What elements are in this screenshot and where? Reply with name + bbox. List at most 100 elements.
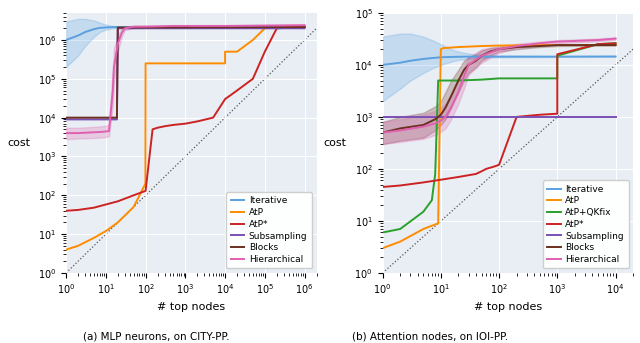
Iterative <box>477 55 485 59</box>
AtP* <box>193 119 201 123</box>
AtP+QKfix <box>454 79 462 83</box>
AtP* <box>379 185 387 189</box>
AtP* <box>490 165 497 169</box>
AtP <box>495 44 503 48</box>
Hierarchical <box>437 119 445 123</box>
X-axis label: # top nodes: # top nodes <box>474 302 542 312</box>
AtP+QKfix <box>431 172 439 176</box>
AtP+QKfix <box>554 54 561 58</box>
Legend: Iterative, AtP, AtP+QKfix, AtP*, Subsampling, Blocks, Hierarchical: Iterative, AtP, AtP+QKfix, AtP*, Subsamp… <box>543 180 628 269</box>
AtP* <box>513 115 520 119</box>
Blocks <box>594 43 602 47</box>
Hierarchical <box>105 129 113 133</box>
Line: Hierarchical: Hierarchical <box>383 39 616 132</box>
Hierarchical <box>442 115 449 119</box>
Subsampling <box>90 117 98 121</box>
Blocks <box>62 116 70 120</box>
AtP <box>90 236 98 240</box>
AtP+QKfix <box>594 42 602 46</box>
AtP <box>170 61 177 66</box>
AtP+QKfix <box>495 76 503 81</box>
AtP* <box>130 193 138 197</box>
Hierarchical <box>477 54 485 58</box>
AtP <box>612 43 620 47</box>
AtP* <box>221 97 229 101</box>
X-axis label: # top nodes: # top nodes <box>157 302 225 312</box>
AtP+QKfix <box>477 78 485 82</box>
Hierarchical <box>90 130 98 134</box>
Iterative <box>109 25 116 29</box>
Iterative <box>495 55 503 59</box>
AtP <box>141 61 149 66</box>
Hierarchical <box>114 42 122 46</box>
AtP* <box>554 54 561 58</box>
Hierarchical <box>301 23 308 27</box>
AtP <box>273 25 280 29</box>
Hierarchical <box>594 38 602 42</box>
AtP* <box>454 175 462 179</box>
Line: AtP*: AtP* <box>383 43 616 187</box>
Blocks <box>536 44 543 48</box>
Iterative <box>396 61 404 65</box>
AtP <box>221 50 229 54</box>
AtP <box>182 61 189 66</box>
Iterative <box>437 55 445 59</box>
Hierarchical <box>447 106 455 110</box>
Iterative <box>428 56 436 60</box>
Blocks <box>115 25 122 29</box>
Iterative <box>102 25 109 29</box>
AtP* <box>477 169 485 173</box>
AtP* <box>90 205 98 210</box>
AtP* <box>483 167 490 171</box>
Blocks <box>396 126 404 130</box>
Hierarchical <box>419 125 427 129</box>
Legend: Iterative, AtP, AtP*, Subsampling, Blocks, Hierarchical: Iterative, AtP, AtP*, Subsampling, Block… <box>227 192 312 269</box>
Hierarchical <box>536 41 543 45</box>
Line: Blocks: Blocks <box>66 27 305 118</box>
Line: AtP+QKfix: AtP+QKfix <box>383 43 616 233</box>
Hierarchical <box>221 24 229 28</box>
Subsampling <box>379 115 387 119</box>
AtP+QKfix <box>419 210 427 214</box>
AtP* <box>261 50 269 54</box>
Hierarchical <box>495 47 503 51</box>
AtP* <box>209 116 217 120</box>
Subsampling <box>102 117 109 121</box>
AtP <box>141 181 149 186</box>
Iterative <box>447 55 455 59</box>
Blocks <box>454 79 462 83</box>
Line: Hierarchical: Hierarchical <box>66 25 305 133</box>
Iterative <box>130 25 138 29</box>
Iterative <box>81 30 89 34</box>
AtP <box>62 248 70 252</box>
Subsampling <box>301 26 308 30</box>
Iterative <box>612 55 620 59</box>
Y-axis label: cost: cost <box>323 138 346 148</box>
AtP+QKfix <box>554 76 561 81</box>
Subsampling <box>62 117 70 121</box>
Iterative <box>301 25 308 29</box>
Subsampling <box>115 26 122 30</box>
AtP+QKfix <box>428 198 436 202</box>
Subsampling <box>612 115 620 119</box>
Hierarchical <box>109 88 116 93</box>
Line: AtP*: AtP* <box>66 27 305 211</box>
AtP <box>114 221 122 225</box>
Iterative <box>62 38 70 42</box>
AtP* <box>472 172 480 176</box>
Hierarchical <box>554 39 561 44</box>
Blocks <box>442 106 449 110</box>
AtP* <box>141 189 149 193</box>
Hierarchical <box>612 37 620 41</box>
AtP <box>554 43 561 47</box>
Line: Iterative: Iterative <box>66 27 305 40</box>
Hierarchical <box>110 65 118 69</box>
Iterative <box>121 25 129 29</box>
Line: Iterative: Iterative <box>383 57 616 65</box>
AtP* <box>170 123 177 127</box>
AtP* <box>612 41 620 45</box>
AtP <box>289 25 296 29</box>
Blocks <box>513 45 520 49</box>
Blocks <box>465 63 472 67</box>
AtP <box>74 244 82 248</box>
